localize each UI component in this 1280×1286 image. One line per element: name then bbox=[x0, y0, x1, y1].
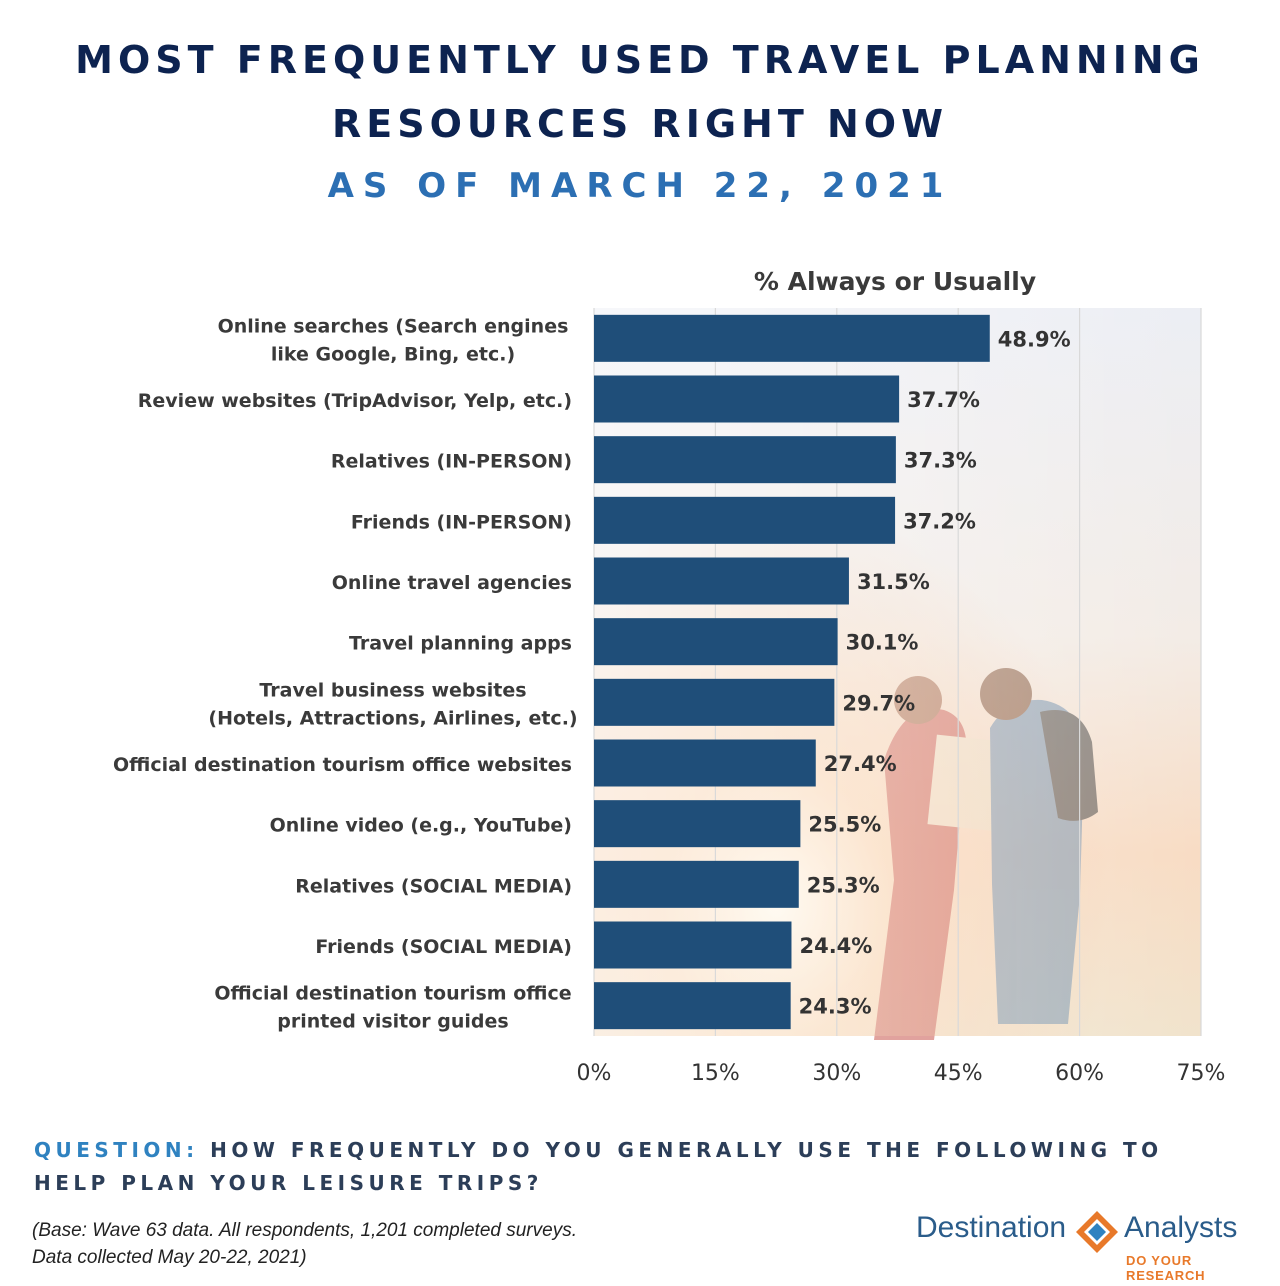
bar bbox=[594, 921, 792, 969]
bar-value-label: 31.5% bbox=[857, 570, 930, 594]
x-tick-label: 30% bbox=[812, 1061, 861, 1086]
bar-value-label: 48.9% bbox=[998, 327, 1071, 351]
category-label: Official destination tourism office webs… bbox=[113, 754, 572, 776]
bar bbox=[594, 618, 838, 666]
category-label: Relatives (IN-PERSON) bbox=[331, 451, 572, 473]
bar-value-label: 37.7% bbox=[907, 388, 980, 412]
category-label-line: Official destination tourism office webs… bbox=[113, 754, 572, 776]
bar-value-label: 25.5% bbox=[808, 813, 881, 837]
bar-value-label: 30.1% bbox=[846, 631, 919, 655]
bar bbox=[594, 496, 896, 544]
bar-value-label: 27.4% bbox=[824, 752, 897, 776]
category-label: Review websites (TripAdvisor, Yelp, etc.… bbox=[138, 390, 572, 412]
category-label-line: Online video (e.g., YouTube) bbox=[270, 815, 572, 837]
bar bbox=[594, 314, 990, 362]
bar bbox=[594, 678, 835, 726]
logo-word-analysts: Analysts bbox=[1124, 1211, 1238, 1244]
bars bbox=[594, 314, 990, 1030]
category-label-line: Travel business websites bbox=[259, 679, 526, 701]
x-tick-label: 45% bbox=[934, 1061, 983, 1086]
bar bbox=[594, 860, 799, 908]
question-block: QUESTION: HOW FREQUENTLY DO YOU GENERALL… bbox=[34, 1134, 1234, 1200]
category-label-line: (Hotels, Attractions, Airlines, etc.) bbox=[208, 707, 577, 729]
category-label: Relatives (SOCIAL MEDIA) bbox=[295, 875, 572, 897]
bar bbox=[594, 800, 801, 848]
x-tick-label: 15% bbox=[691, 1061, 740, 1086]
category-label-line: Travel planning apps bbox=[349, 633, 572, 655]
base-note-line-2: Data collected May 20-22, 2021) bbox=[32, 1247, 307, 1268]
category-label-line: Friends (IN-PERSON) bbox=[351, 511, 572, 533]
category-label-line: Official destination tourism office bbox=[214, 983, 571, 1005]
question-text: HOW FREQUENTLY DO YOU GENERALLY USE THE … bbox=[34, 1138, 1163, 1195]
bar-value-label: 24.3% bbox=[799, 995, 872, 1019]
bar bbox=[594, 436, 896, 484]
base-note: (Base: Wave 63 data. All respondents, 1,… bbox=[32, 1217, 577, 1271]
value-labels: 48.9% 37.7% 37.3% 37.2% 31.5% 30.1% 29.7% 27.4%… bbox=[799, 327, 1071, 1018]
bar-value-label: 37.3% bbox=[904, 449, 977, 473]
plot-background-photo bbox=[594, 308, 1201, 1040]
bar bbox=[594, 557, 849, 605]
subtitle: AS OF MARCH 22, 2021 bbox=[327, 166, 953, 206]
category-labels: Online searches (Search engines like Goog… bbox=[113, 315, 578, 1032]
bar-value-label: 29.7% bbox=[842, 691, 915, 715]
category-label: Travel business websites (Hotels, Attract… bbox=[208, 679, 577, 729]
x-tick-label: 60% bbox=[1055, 1061, 1104, 1086]
x-tick-label: 75% bbox=[1177, 1061, 1226, 1086]
bar-value-label: 24.4% bbox=[799, 934, 872, 958]
category-label-line: like Google, Bing, etc.) bbox=[271, 343, 515, 365]
category-label-line: Relatives (IN-PERSON) bbox=[331, 451, 572, 473]
title-line-1: MOST FREQUENTLY USED TRAVEL PLANNING bbox=[75, 38, 1205, 82]
category-label: Official destination tourism office print… bbox=[214, 983, 571, 1033]
category-label: Online video (e.g., YouTube) bbox=[270, 815, 572, 837]
category-label-line: printed visitor guides bbox=[277, 1011, 508, 1033]
category-label: Friends (IN-PERSON) bbox=[351, 511, 572, 533]
category-label-line: Friends (SOCIAL MEDIA) bbox=[315, 936, 572, 958]
bar-value-label: 37.2% bbox=[903, 509, 976, 533]
destination-analysts-logo: Destination Analysts DO YOUR RESEARCH bbox=[912, 1203, 1272, 1283]
bar bbox=[594, 375, 900, 423]
bar-chart: % Always or Usually Online searches (Sea… bbox=[113, 267, 1226, 1086]
title-line-2: RESOURCES RIGHT NOW bbox=[331, 102, 948, 146]
logo-tagline: DO YOUR RESEARCH bbox=[1126, 1253, 1206, 1283]
bar bbox=[594, 739, 816, 787]
category-label: Online searches (Search engines like Goog… bbox=[218, 315, 569, 365]
x-axis-ticks: 0% 15% 30% 45% 60% 75% bbox=[577, 1061, 1226, 1086]
category-label-line: Online searches (Search engines bbox=[218, 315, 569, 337]
base-note-line-1: (Base: Wave 63 data. All respondents, 1,… bbox=[32, 1220, 577, 1241]
category-label: Online travel agencies bbox=[332, 572, 572, 594]
question-label: QUESTION: bbox=[34, 1138, 199, 1162]
bar bbox=[594, 982, 791, 1030]
x-tick-label: 0% bbox=[577, 1061, 612, 1086]
gridlines bbox=[593, 308, 1202, 1036]
diamond-logo-icon bbox=[1076, 1211, 1118, 1253]
category-label: Travel planning apps bbox=[349, 633, 572, 655]
chart-title: % Always or Usually bbox=[754, 267, 1036, 296]
category-label-line: Relatives (SOCIAL MEDIA) bbox=[295, 875, 572, 897]
category-label-line: Online travel agencies bbox=[332, 572, 572, 594]
category-label-line: Review websites (TripAdvisor, Yelp, etc.… bbox=[138, 390, 572, 412]
bar-value-label: 25.3% bbox=[807, 873, 880, 897]
logo-word-destination: Destination bbox=[916, 1211, 1067, 1244]
category-label: Friends (SOCIAL MEDIA) bbox=[315, 936, 572, 958]
